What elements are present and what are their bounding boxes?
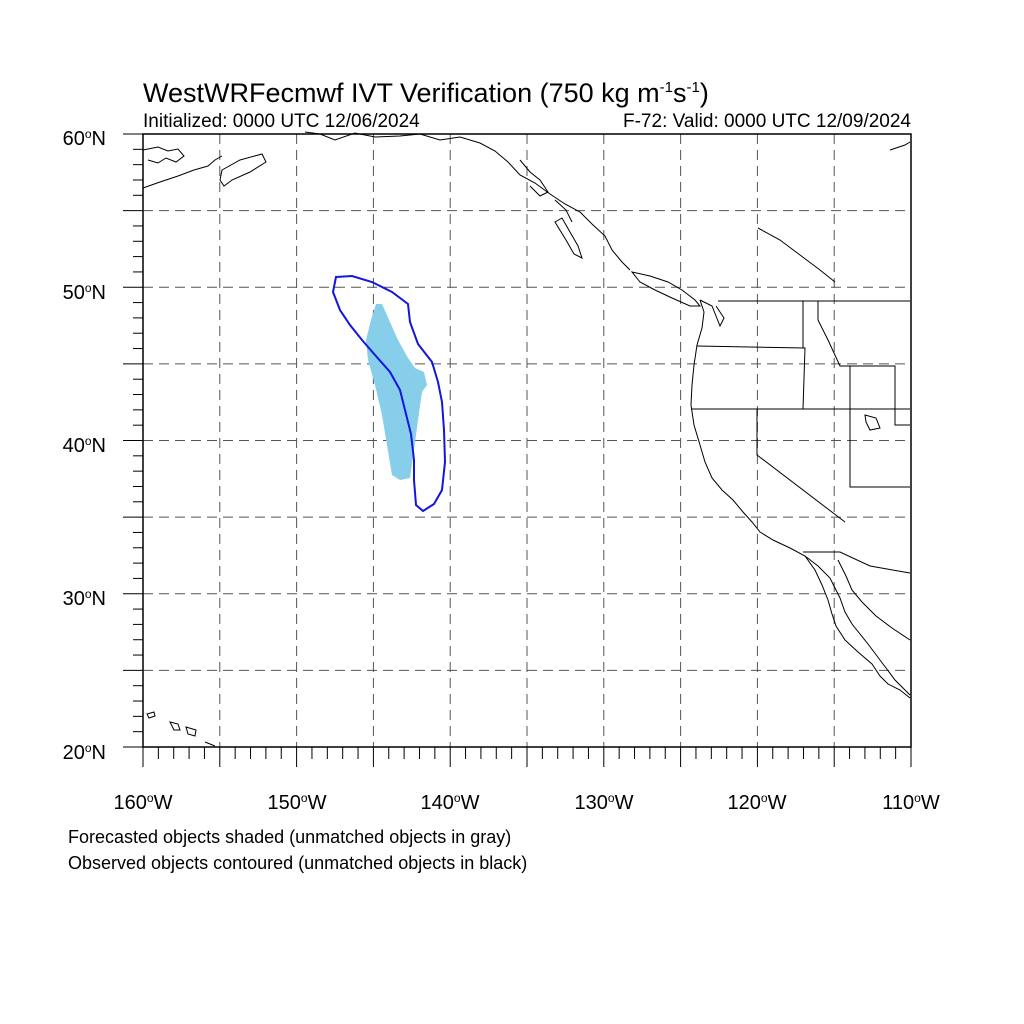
- lon-label-160: 160oW: [113, 791, 173, 814]
- lon-label-110: 110oW: [882, 791, 940, 814]
- initialized-label: Initialized: 0000 UTC 12/06/2024: [143, 111, 420, 132]
- coastline-southeast-alaska: [304, 131, 631, 271]
- axis-ticks: [123, 133, 912, 767]
- border-washington-oregon: [696, 345, 806, 410]
- coastline-baja-california: [804, 555, 911, 699]
- island-kodiak: [219, 153, 267, 187]
- lat-label-30: 30oN: [62, 587, 106, 610]
- coastline-puget-sound: [699, 299, 725, 328]
- observed-object-contour: [331, 274, 447, 513]
- forecast-object-shaded: [366, 304, 427, 480]
- border-montana-wyoming: [840, 365, 910, 426]
- great-salt-lake: [864, 414, 881, 431]
- island-vancouver: [630, 271, 702, 307]
- border-utah-arizona: [849, 409, 910, 488]
- map-frame: [142, 133, 912, 748]
- lon-label-150: 150oW: [267, 791, 327, 814]
- lat-label-60: 60oN: [62, 127, 106, 150]
- valid-time-label: F-72: Valid: 0000 UTC 12/09/2024: [623, 111, 911, 132]
- map-title: WestWRFecmwf IVT Verification (750 kg m-…: [143, 78, 709, 108]
- coastline-alaska: [142, 146, 223, 189]
- legend-note-observed: Observed objects contoured (unmatched ob…: [68, 853, 528, 873]
- legend-note-forecast: Forecasted objects shaded (unmatched obj…: [68, 827, 512, 847]
- coastline-west-us: [690, 299, 911, 696]
- border-idaho: [802, 301, 851, 409]
- lat-label-40: 40oN: [62, 434, 106, 457]
- lon-label-140: 140oW: [420, 791, 480, 814]
- lon-label-120: 120oW: [727, 791, 787, 814]
- coastline-northeast: [889, 141, 911, 151]
- border-us-mexico: [803, 551, 911, 574]
- lat-label-20: 20oN: [62, 741, 106, 764]
- border-california-nevada: [756, 409, 846, 523]
- islands-alexander: [519, 159, 573, 223]
- lat-label-50: 50oN: [62, 281, 106, 304]
- island-hawaii: [146, 711, 216, 747]
- coastlines-and-borders: [142, 131, 911, 747]
- graticule: [143, 134, 911, 747]
- islands-haida-gwaii: [554, 217, 583, 259]
- coastline-canada-north: [757, 227, 836, 283]
- lon-label-130: 130oW: [574, 791, 634, 814]
